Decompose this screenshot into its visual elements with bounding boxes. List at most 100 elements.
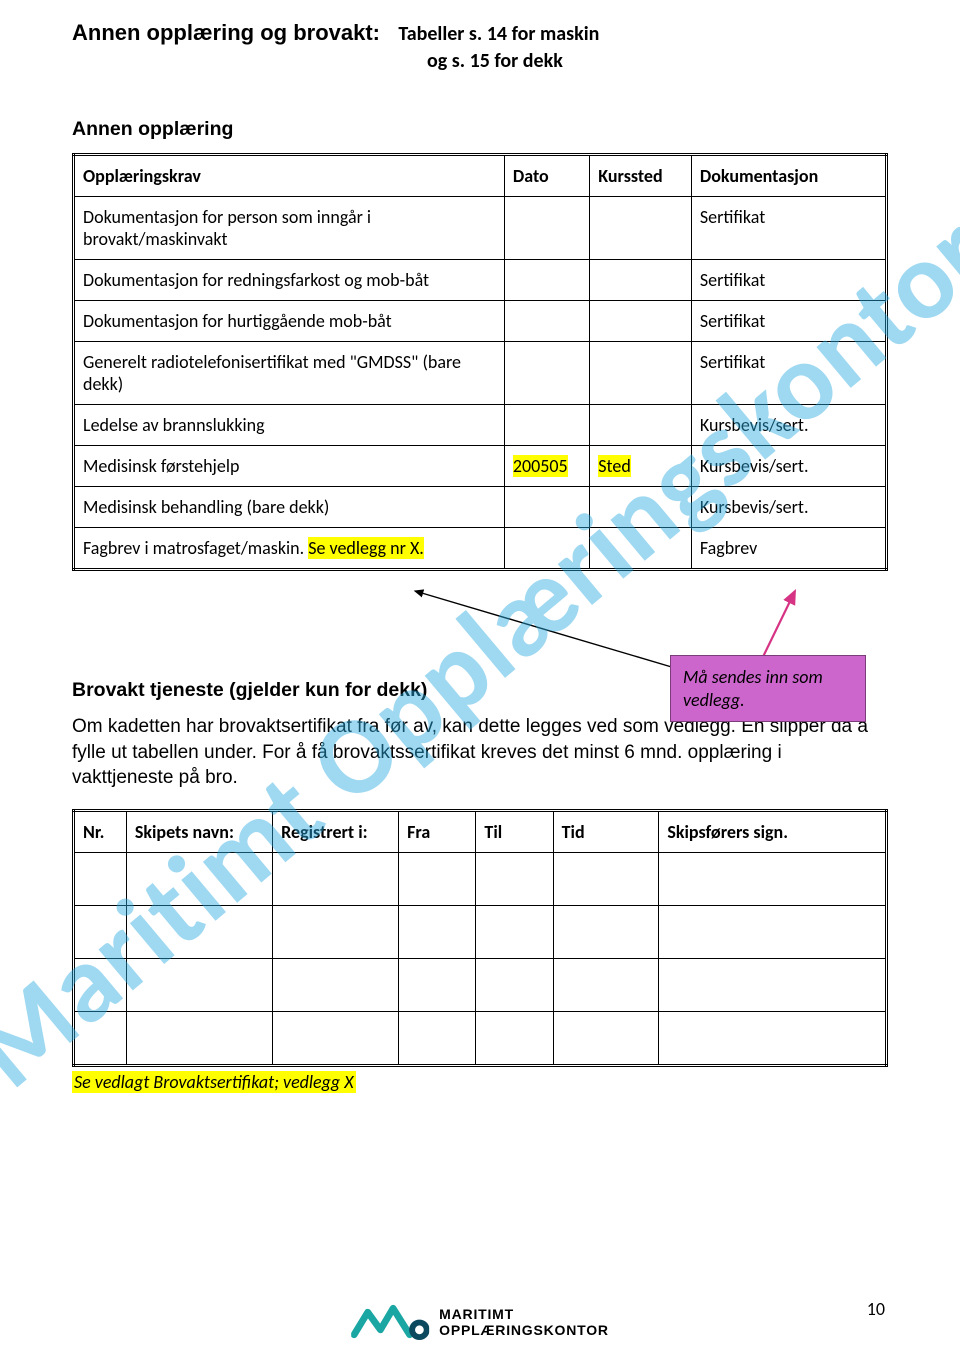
logo-text-line1: MARITIMT [439,1306,609,1322]
th-nr: Nr. [74,810,127,852]
cell [553,958,659,1011]
cell: Sertifikat [691,301,886,342]
cell-fagbrev: Fagbrev i matrosfaget/maskin. Se vedlegg… [74,528,505,570]
section1-heading: Annen opplæring [72,118,888,141]
footnote-row: Se vedlagt Brovaktsertifikat; vedlegg X [72,1071,888,1093]
table-row [74,852,887,905]
th-kurssted: Kurssted [590,155,692,197]
cell: Medisinsk behandling (bare dekk) [74,487,505,528]
table-row: Opplæringskrav Dato Kurssted Dokumentasj… [74,155,887,197]
page-title-sub2: og s. 15 for dekk [427,49,888,73]
th-sign: Skipsførers sign. [659,810,887,852]
cell [74,852,127,905]
cell [399,905,476,958]
cell [74,905,127,958]
cell: Kursbevis/sert. [691,405,886,446]
cell [476,1011,553,1065]
footer-logo: MARITIMT OPPLÆRINGSKONTOR [351,1302,609,1342]
cell [273,905,399,958]
th-dato: Dato [504,155,589,197]
page-title-main: Annen opplæring og brovakt: [72,20,380,45]
cell [273,852,399,905]
cell: Kursbevis/sert. [691,487,886,528]
cell [553,905,659,958]
table-row: Dokumentasjon for hurtiggående mob-båt S… [74,301,887,342]
table-row: Dokumentasjon for person som inngår i br… [74,197,887,260]
page-title-row: Annen opplæring og brovakt: Tabeller s. … [72,20,888,46]
table-row: Medisinsk behandling (bare dekk) Kursbev… [74,487,887,528]
highlighted-place: Sted [598,455,631,477]
cell: 200505 [504,446,589,487]
cell: Medisinsk førstehjelp [74,446,505,487]
th-dokumentasjon: Dokumentasjon [691,155,886,197]
cell [590,301,692,342]
cell: Dokumentasjon for hurtiggående mob-båt [74,301,505,342]
logo-text: MARITIMT OPPLÆRINGSKONTOR [439,1306,609,1338]
footnote-highlight: Se vedlagt Brovaktsertifikat; vedlegg X [72,1071,356,1093]
cell [659,905,887,958]
callout-box: Må sendes inn som vedlegg. [670,655,866,722]
table-row: Nr. Skipets navn: Registrert i: Fra Til … [74,810,887,852]
cell [553,1011,659,1065]
cell [590,487,692,528]
logo-icon [351,1302,429,1342]
table-row: Medisinsk førstehjelp 200505 Sted Kursbe… [74,446,887,487]
cell [74,1011,127,1065]
cell: Dokumentasjon for redningsfarkost og mob… [74,260,505,301]
cell [659,1011,887,1065]
cell [504,301,589,342]
cell-text: Fagbrev i matrosfaget/maskin. [83,537,308,559]
cell: Sertifikat [691,342,886,405]
cell [504,487,589,528]
cell [273,958,399,1011]
cell [126,1011,272,1065]
th-tid: Tid [553,810,659,852]
cell [504,528,589,570]
th-skipets-navn: Skipets navn: [126,810,272,852]
cell: Sted [590,446,692,487]
cell [590,342,692,405]
arrow-black [395,578,695,678]
page-number: 10 [867,1298,885,1320]
th-opplaeringskrav: Opplæringskrav [74,155,505,197]
cell [659,958,887,1011]
cell-fagbrev-doc: Fagbrev [691,528,886,570]
table-brovakt: Nr. Skipets navn: Registrert i: Fra Til … [72,809,888,1067]
cell [399,852,476,905]
cell [590,260,692,301]
cell [504,260,589,301]
cell [476,852,553,905]
cell [273,1011,399,1065]
cell [399,958,476,1011]
th-fra: Fra [399,810,476,852]
cell [590,405,692,446]
cell [126,905,272,958]
cell: Generelt radiotelefonisertifikat med "GM… [74,342,505,405]
table-row [74,905,887,958]
cell: Ledelse av brannslukking [74,405,505,446]
cell: Kursbevis/sert. [691,446,886,487]
cell: Sertifikat [691,260,886,301]
table-row [74,958,887,1011]
section2-paragraph: Om kadetten har brovaktsertifikat fra fø… [72,714,888,791]
cell [590,197,692,260]
cell: Sertifikat [691,197,886,260]
highlighted-date: 200505 [513,455,568,477]
cell [126,958,272,1011]
cell [504,197,589,260]
highlighted-ref: Se vedlegg nr X. [308,537,424,559]
logo-text-line2: OPPLÆRINGSKONTOR [439,1322,609,1338]
cell [476,958,553,1011]
cell [126,852,272,905]
table-row: Generelt radiotelefonisertifikat med "GM… [74,342,887,405]
th-til: Til [476,810,553,852]
table-row: Ledelse av brannslukking Kursbevis/sert. [74,405,887,446]
cell [476,905,553,958]
cell [553,852,659,905]
table-row: Fagbrev i matrosfaget/maskin. Se vedlegg… [74,528,887,570]
cell [74,958,127,1011]
cell [659,852,887,905]
cell: Dokumentasjon for person som inngår i br… [74,197,505,260]
page-title-sub1: Tabeller s. 14 for maskin [398,22,599,46]
cell [504,405,589,446]
